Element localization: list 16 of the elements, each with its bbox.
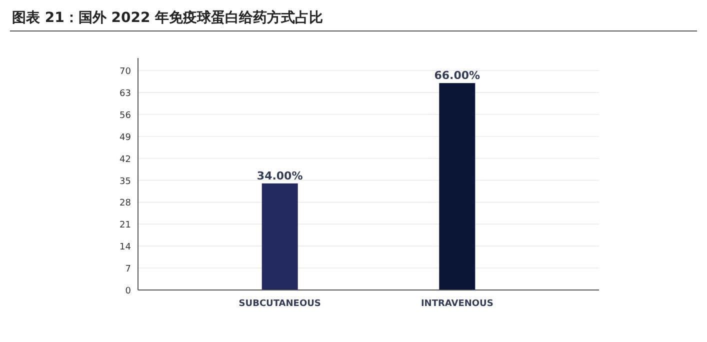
y-tick-label: 56 — [120, 110, 132, 121]
chart-title: 图表 21：国外 2022 年免疫球蛋白给药方式占比 — [12, 9, 324, 26]
data-label: 34.00% — [256, 169, 303, 182]
y-tick-label: 28 — [120, 198, 132, 209]
x-tick-label: INTRAVENOUS — [420, 299, 494, 309]
data-label: 66.00% — [434, 69, 480, 82]
y-tick-label: 14 — [120, 242, 132, 253]
y-tick-label: 49 — [120, 132, 132, 143]
y-tick-label: 0 — [125, 286, 132, 296]
y-tick-label: 70 — [120, 67, 132, 78]
y-tick-label: 63 — [120, 88, 131, 99]
x-tick-label: SUBCUTANEOUS — [238, 299, 321, 309]
y-tick-label: 35 — [120, 176, 131, 187]
y-tick-label: 21 — [120, 220, 131, 231]
y-tick-label: 7 — [125, 264, 131, 275]
y-tick-label: 42 — [120, 154, 131, 165]
